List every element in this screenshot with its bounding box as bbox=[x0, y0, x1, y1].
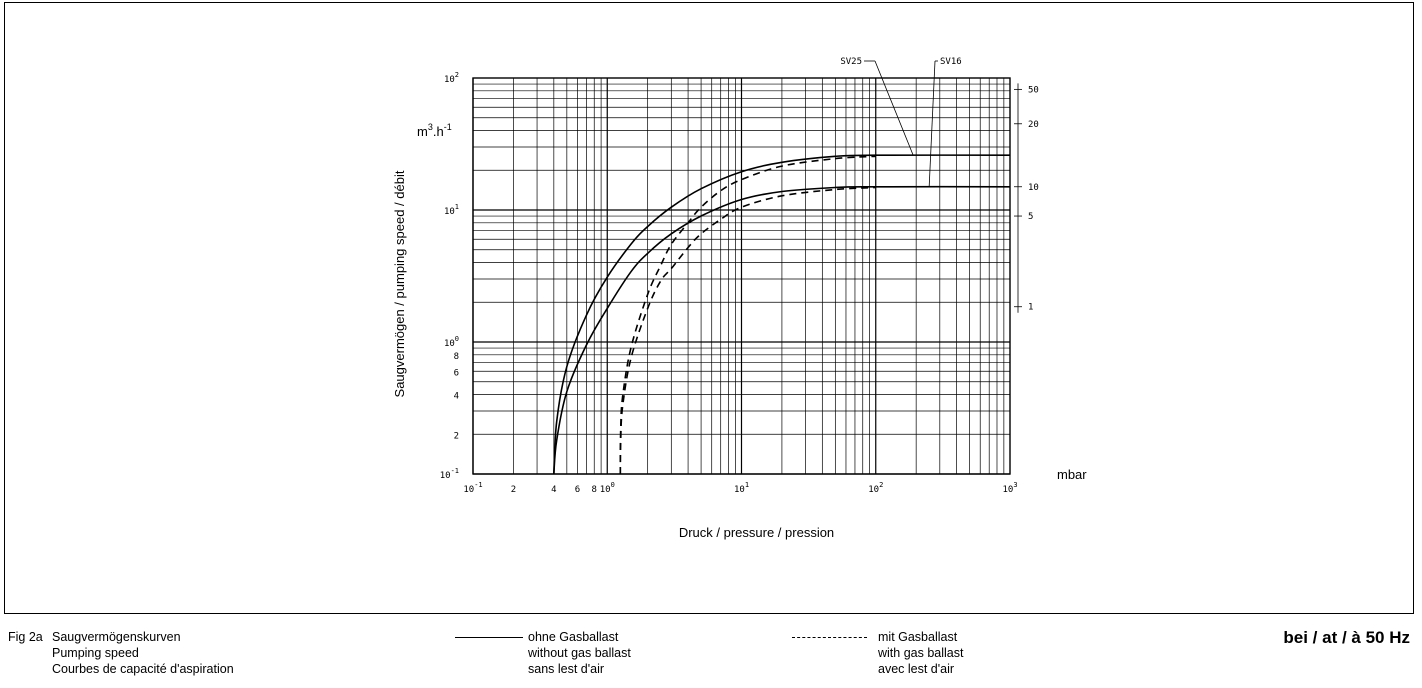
legend-dashed-en: with gas ballast bbox=[878, 646, 964, 660]
legend-solid-en: without gas ballast bbox=[528, 646, 631, 660]
x-tick-label: 2 bbox=[511, 485, 516, 495]
y-axis-label: Saugvermögen / pumping speed / débit bbox=[392, 170, 407, 397]
legend-dashed-text: mit Gasballast with gas ballast avec les… bbox=[878, 629, 963, 677]
series-sv25-solid bbox=[553, 154, 1011, 475]
x-tick-label: 103 bbox=[1002, 481, 1017, 495]
y-unit-base: m bbox=[417, 124, 428, 139]
y-tick-label: 6 bbox=[454, 368, 459, 378]
legend-solid-fr: sans lest d'air bbox=[528, 662, 605, 676]
caption-line-de: Saugvermögenskurven bbox=[52, 630, 181, 644]
x-tick-label: 4 bbox=[551, 485, 556, 495]
x-tick-label: 8 bbox=[592, 485, 597, 495]
y-tick-label: 10-1 bbox=[440, 467, 459, 481]
annotation-label: SV25 bbox=[840, 57, 862, 67]
fig-label: Fig 2a bbox=[8, 630, 43, 644]
right-scale-label: 1 bbox=[1028, 303, 1033, 313]
series-sv16-dashed bbox=[619, 186, 876, 475]
legend-dashed-line bbox=[792, 637, 867, 638]
y-unit-mid: .h bbox=[433, 124, 444, 139]
x-tick-label: 100 bbox=[600, 481, 615, 495]
x-tick-label: 10-1 bbox=[463, 481, 482, 495]
annotation-pointer bbox=[928, 60, 936, 187]
legend-solid-line bbox=[455, 637, 523, 638]
y-tick-label: 8 bbox=[454, 352, 459, 362]
y-unit-sup1: 3 bbox=[428, 122, 433, 132]
figure-frame bbox=[4, 2, 1414, 614]
x-tick-label: 101 bbox=[734, 481, 749, 495]
caption-line-en: Pumping speed bbox=[52, 646, 139, 660]
legend-dashed-de: mit Gasballast bbox=[878, 630, 958, 644]
x-tick-label: 102 bbox=[868, 481, 883, 495]
x-tick-label: 6 bbox=[575, 485, 580, 495]
x-axis-unit: mbar bbox=[1057, 467, 1087, 482]
x-axis-label: Druck / pressure / pression bbox=[679, 525, 834, 540]
chart-grid bbox=[472, 78, 1010, 475]
caption-line-fr: Courbes de capacité d'aspiration bbox=[52, 662, 234, 676]
y-tick-label: 4 bbox=[454, 392, 459, 402]
y-tick-label: 100 bbox=[444, 335, 459, 349]
y-axis-unit: m3.h-1 bbox=[417, 122, 452, 139]
right-scale-label: 50 bbox=[1028, 85, 1039, 95]
y-tick-label: 2 bbox=[454, 431, 459, 441]
legend-solid-text: ohne Gasballast without gas ballast sans… bbox=[528, 629, 631, 677]
plot-border bbox=[472, 77, 1011, 475]
series-sv16-solid bbox=[553, 185, 1011, 475]
right-scale-label: 20 bbox=[1028, 120, 1039, 130]
annotation-label: SV16 bbox=[940, 57, 962, 67]
right-scale-label: 5 bbox=[1028, 212, 1033, 222]
frequency-note: bei / at / à 50 Hz bbox=[1283, 628, 1410, 647]
legend-solid-de: ohne Gasballast bbox=[528, 630, 619, 644]
series-lines bbox=[553, 154, 1011, 475]
tick-labels: 10-1 2 4 6 8 100 101 102 103102101100864210-1502… bbox=[440, 71, 1039, 495]
right-scale-label: 10 bbox=[1028, 183, 1039, 193]
y-tick-label: 102 bbox=[444, 71, 459, 85]
annotation-pointer bbox=[874, 60, 914, 156]
legend-dashed-fr: avec lest d'air bbox=[878, 662, 955, 676]
series-sv25-dashed bbox=[619, 155, 876, 475]
y-tick-label: 101 bbox=[444, 203, 459, 217]
y-unit-sup2: -1 bbox=[444, 122, 452, 132]
annotations: SV25 SV16 bbox=[840, 57, 962, 187]
